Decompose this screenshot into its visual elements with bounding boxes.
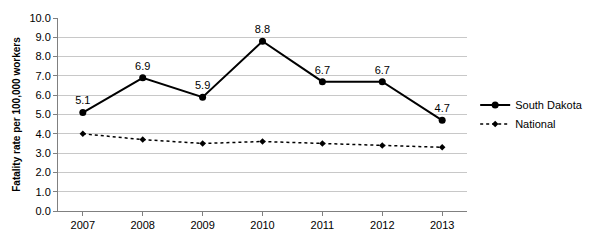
svg-text:5.0: 5.0 [36,108,51,120]
svg-text:2011: 2011 [311,219,335,231]
svg-text:2012: 2012 [370,219,394,231]
svg-text:6.7: 6.7 [375,64,390,76]
svg-text:3.0: 3.0 [36,147,51,159]
svg-text:2009: 2009 [190,219,214,231]
svg-text:2013: 2013 [430,219,454,231]
svg-text:National: National [515,118,555,130]
svg-text:4.0: 4.0 [36,128,51,140]
svg-text:1.0: 1.0 [36,186,51,198]
svg-text:2008: 2008 [130,219,154,231]
svg-text:South Dakota: South Dakota [515,99,583,111]
svg-text:5.9: 5.9 [195,79,210,91]
svg-text:6.7: 6.7 [315,64,330,76]
svg-text:8.8: 8.8 [255,23,270,35]
svg-text:9.0: 9.0 [36,31,51,43]
svg-text:Fatality rate per 100,000 work: Fatality rate per 100,000 workers [11,37,22,192]
svg-text:10.0: 10.0 [29,12,50,24]
svg-text:6.0: 6.0 [36,89,51,101]
svg-text:6.9: 6.9 [135,60,150,72]
svg-text:5.1: 5.1 [75,94,90,106]
svg-text:8.0: 8.0 [36,50,51,62]
svg-text:2010: 2010 [250,219,274,231]
svg-text:2007: 2007 [71,219,95,231]
svg-text:2.0: 2.0 [36,166,51,178]
svg-text:4.7: 4.7 [435,102,450,114]
svg-text:7.0: 7.0 [36,70,51,82]
svg-text:0.0: 0.0 [36,205,51,217]
